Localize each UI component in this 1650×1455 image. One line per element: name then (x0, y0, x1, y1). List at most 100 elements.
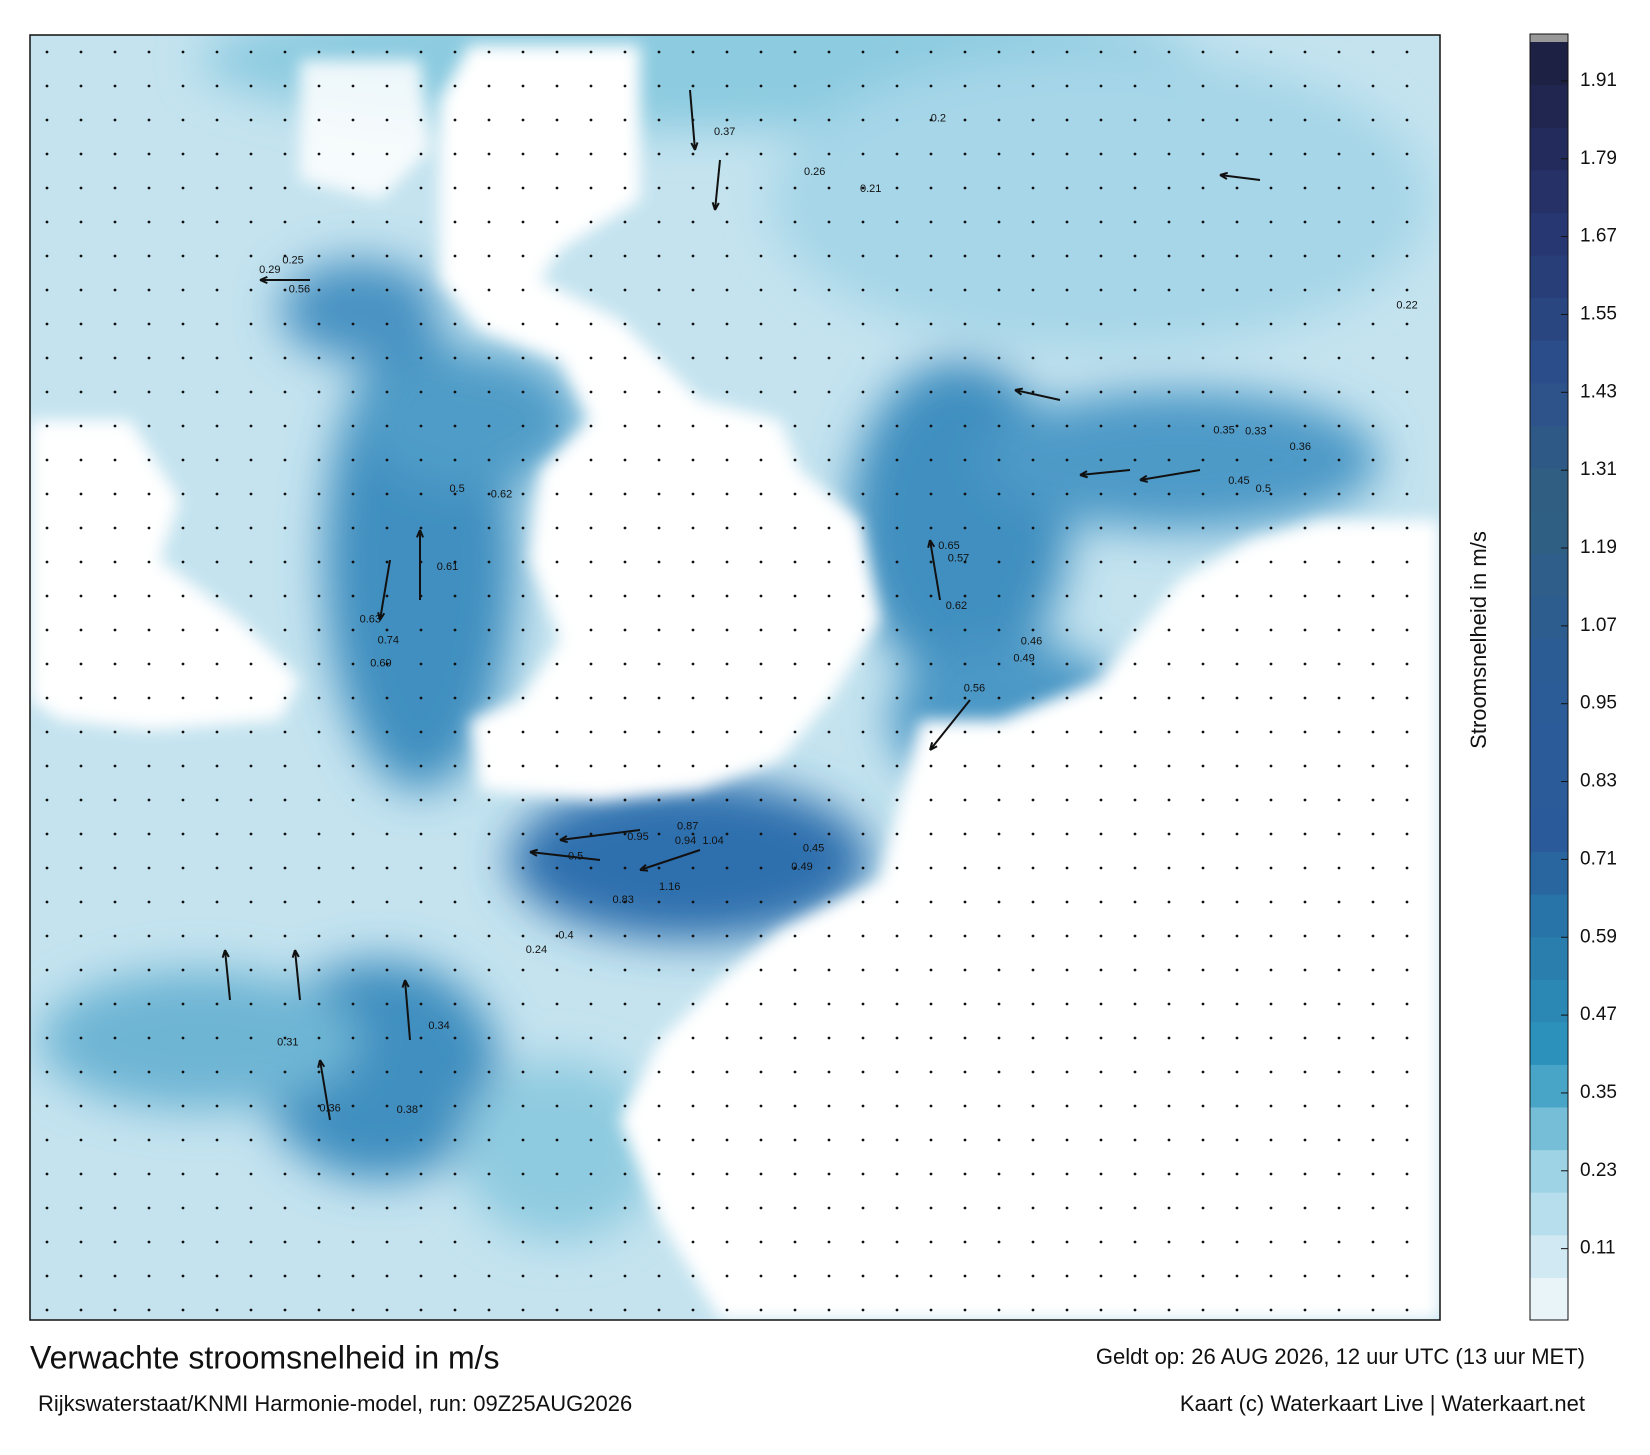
colorbar-frame (1529, 33, 1569, 1321)
arrow (221, 949, 231, 1001)
current-label: 0.4 (558, 930, 573, 942)
current-label: 0.94 (675, 835, 696, 847)
arrow (559, 829, 641, 844)
colorbar-band (1530, 382, 1568, 426)
current-label: 0.5 (568, 851, 583, 863)
source: Rijkswaterstaat/KNMI Harmonie-model, run… (38, 1391, 632, 1416)
colorbar-band (1530, 1021, 1568, 1065)
colorbar-band (1530, 723, 1568, 767)
current-label: 0.24 (526, 944, 547, 956)
current-label: 0.2 (931, 113, 946, 125)
title: Verwachte stroomsnelheid in m/s (30, 1339, 500, 1375)
colorbar-band (1530, 894, 1568, 938)
current-label: 0.37 (714, 126, 735, 138)
colorbar-band (1530, 510, 1568, 554)
colorbar-band (1530, 340, 1568, 384)
current-label: 0.25 (282, 254, 303, 266)
colorbar-tick-label: 0.23 (1580, 1160, 1617, 1181)
colorbar-band (1530, 851, 1568, 895)
arrow (1219, 171, 1261, 181)
colorbar-tick-label: 1.43 (1580, 381, 1617, 402)
current-label: 0.63 (360, 613, 381, 625)
current-label: 0.33 (1245, 426, 1266, 438)
colorbar: 0.11 0.23 0.35 0.47 0.59 0.71 0.83 0.95 1.07 1.19… (1529, 33, 1617, 1321)
arrow-grid (30, 35, 1440, 1320)
colorbar-band (1530, 425, 1568, 469)
colorbar-band (1530, 936, 1568, 980)
arrow (689, 89, 699, 151)
arrow (927, 539, 941, 601)
current-label: 0.57 (948, 553, 969, 565)
colorbar-band (1530, 468, 1568, 512)
current-label: 0.83 (612, 894, 633, 906)
current-label: 0.56 (964, 683, 985, 695)
colorbar-tick-label: 0.11 (1580, 1238, 1616, 1259)
arrow (415, 529, 425, 600)
colorbar-band (1530, 638, 1568, 682)
current-label: 0.36 (1290, 441, 1311, 453)
current-label: 0.22 (1396, 300, 1417, 312)
current-label: 0.65 (938, 540, 959, 552)
colorbar-tick-label: 1.67 (1580, 226, 1617, 247)
colorbar-band (1530, 255, 1568, 299)
current-label: 0.95 (627, 831, 648, 843)
current-label: 0.26 (804, 166, 825, 178)
colorbar-band (1530, 169, 1568, 213)
colorbar-tick-label: 1.07 (1580, 615, 1617, 636)
arrow (639, 849, 701, 872)
current-label: 0.5 (449, 483, 464, 495)
colorbar-cap (1530, 34, 1568, 42)
colorbar-tick-label: 1.91 (1580, 70, 1617, 91)
current-label: 0.69 (370, 658, 391, 670)
arrow (1079, 469, 1131, 479)
colorbar-band (1530, 297, 1568, 341)
arrow (377, 559, 391, 621)
current-label: 0.36 (319, 1103, 340, 1115)
arrow (711, 159, 721, 211)
current-label: 0.87 (677, 820, 698, 832)
map-frame (29, 34, 1441, 1321)
current-label: 0.46 (1021, 636, 1042, 648)
arrow (317, 1059, 331, 1121)
colorbar-band (1530, 979, 1568, 1023)
colorbar-label: Stroomsnelheid in m/s (1466, 531, 1491, 749)
colorbar-band (1530, 808, 1568, 852)
current-label: 0.45 (803, 842, 824, 854)
current-label: 0.56 (289, 284, 310, 296)
current-label: 0.34 (428, 1020, 449, 1032)
arrow (401, 979, 411, 1041)
arrow (291, 949, 301, 1001)
colorbar-band (1530, 127, 1568, 171)
colorbar-band (1530, 553, 1568, 597)
current-label: 0.49 (1013, 652, 1034, 664)
colorbar-band (1530, 595, 1568, 639)
current-label: 0.45 (1228, 475, 1249, 487)
current-label: 0.74 (378, 634, 399, 646)
current-label: 0.49 (791, 861, 812, 873)
colorbar-tick-label: 0.71 (1580, 848, 1617, 869)
colorbar-band (1530, 766, 1568, 810)
current-arrows (221, 89, 1261, 1121)
current-label: 0.21 (860, 183, 881, 195)
colorbar-tick-label: 0.47 (1580, 1004, 1617, 1025)
current-label: 0.38 (397, 1104, 418, 1116)
current-label: 0.62 (491, 489, 512, 501)
current-label: 0.5 (1256, 483, 1271, 495)
current-label: 0.62 (946, 600, 967, 612)
colorbar-tick-label: 0.95 (1580, 693, 1617, 714)
colorbar-tick-label: 1.55 (1580, 303, 1617, 324)
colorbar-band (1530, 1234, 1568, 1278)
current-label: 0.35 (1213, 424, 1234, 436)
colorbar-band (1530, 681, 1568, 725)
colorbar-band (1530, 42, 1568, 86)
colorbar-band (1530, 212, 1568, 256)
current-label: 0.31 (277, 1037, 298, 1049)
arrow (929, 699, 971, 751)
colorbar-band (1530, 1277, 1568, 1321)
colorbar-band (1530, 1192, 1568, 1236)
arrow (259, 275, 310, 285)
colorbar-tick-label: 0.59 (1580, 926, 1617, 947)
colorbar-tick-label: 1.31 (1580, 459, 1617, 480)
current-labels: 0.56 0.74 0.69 0.63 0.61 0.5 0.62 0.95 1.04 0.94 1… (259, 113, 1418, 1116)
